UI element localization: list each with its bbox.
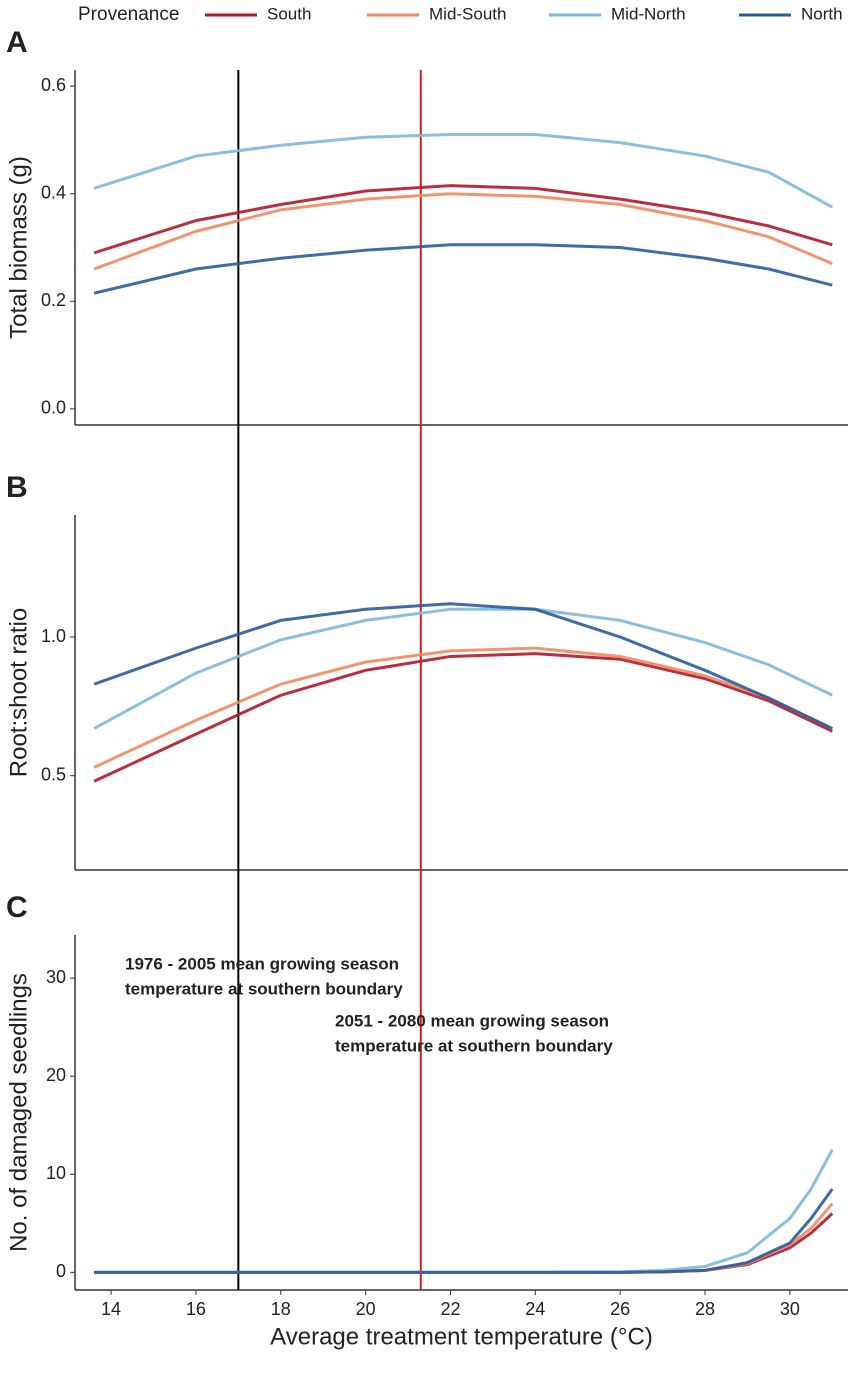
x-tick-label: 18: [271, 1299, 291, 1319]
fit-line: [93, 646, 833, 769]
x-tick-label: 16: [186, 1299, 206, 1319]
panel-label: C: [6, 891, 28, 924]
x-tick-label: 26: [610, 1299, 630, 1319]
x-tick-label: 14: [101, 1299, 121, 1319]
x-tick-label: 28: [695, 1299, 715, 1319]
x-tick-label: 22: [440, 1299, 460, 1319]
y-axis-label: Total biomass (g): [5, 156, 32, 339]
y-tick-label: 0: [56, 1261, 66, 1281]
reference-annotation: 2051 - 2080 mean growing season: [335, 1011, 609, 1030]
fit-line: [93, 607, 833, 730]
x-tick-label: 24: [525, 1299, 545, 1319]
fit-line: [94, 1149, 834, 1274]
legend-label: Mid-North: [611, 4, 686, 23]
reference-annotation: temperature at southern boundary: [335, 1036, 613, 1055]
y-tick-label: 20: [46, 1065, 66, 1085]
y-tick-label: 30: [46, 967, 66, 987]
fit-line: [94, 1212, 834, 1274]
reference-annotation: temperature at southern boundary: [125, 979, 403, 998]
fit-line: [93, 184, 833, 255]
x-tick-label: 30: [780, 1299, 800, 1319]
y-tick-label: 0.6: [41, 75, 66, 95]
legend-label: South: [267, 4, 311, 23]
fit-line: [93, 602, 833, 730]
fit-line: [93, 243, 833, 295]
legend-label: Mid-South: [429, 4, 506, 23]
y-axis-label: No. of damaged seedlings: [5, 973, 32, 1252]
y-tick-label: 0.4: [41, 182, 66, 202]
fit-line: [94, 1188, 834, 1274]
y-tick-label: 10: [46, 1163, 66, 1183]
x-axis-label: Average treatment temperature (°C): [270, 1323, 653, 1350]
fit-line: [93, 192, 833, 271]
panel-label: B: [6, 471, 28, 504]
y-tick-label: 1.0: [41, 626, 66, 646]
reference-annotation: 1976 - 2005 mean growing season: [125, 954, 399, 973]
x-tick-label: 20: [356, 1299, 376, 1319]
legend-label: North: [801, 4, 843, 23]
y-axis-label: Root:shoot ratio: [5, 608, 32, 777]
legend-title: Provenance: [78, 4, 179, 25]
fit-line: [93, 652, 833, 783]
fit-line: [93, 133, 834, 209]
y-tick-label: 0.5: [41, 764, 66, 784]
y-tick-label: 0.2: [41, 290, 66, 310]
y-tick-label: 0.0: [41, 398, 66, 418]
panel-label: A: [6, 26, 28, 59]
